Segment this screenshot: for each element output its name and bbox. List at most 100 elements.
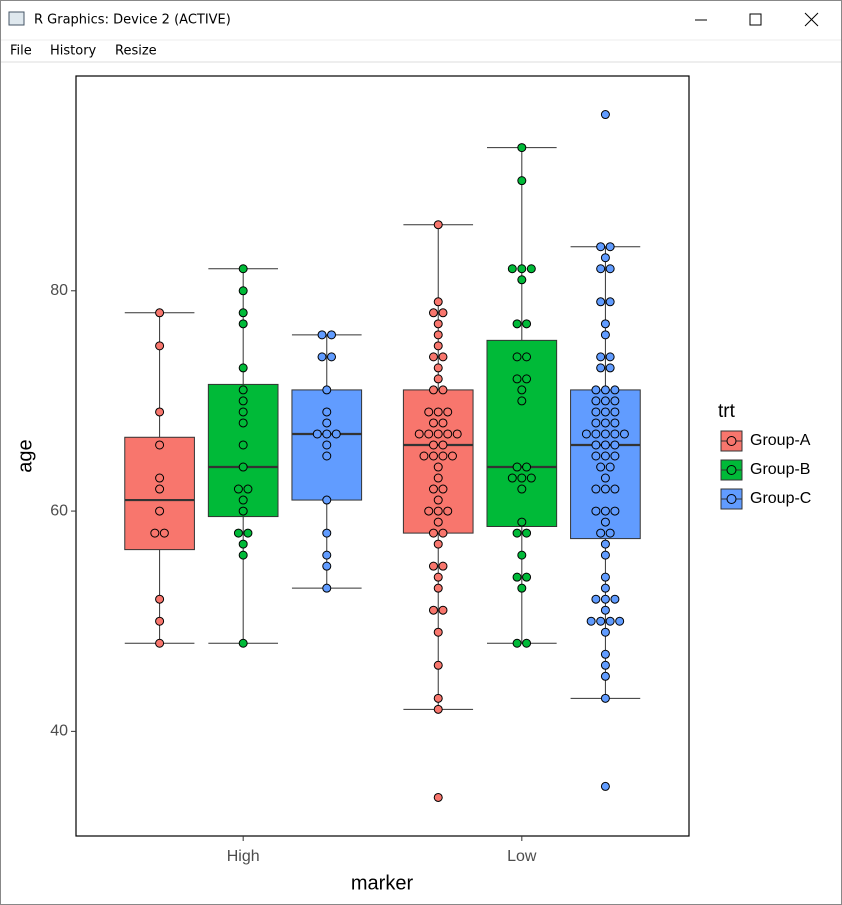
dot [238, 396, 248, 406]
dot [238, 385, 248, 395]
dot [507, 473, 517, 483]
dot [159, 528, 169, 538]
maximize-button[interactable] [749, 13, 762, 26]
dot [610, 429, 620, 439]
app-icon [8, 11, 25, 26]
box [486, 339, 558, 527]
dot [233, 484, 243, 494]
dot [600, 330, 610, 340]
dot [610, 396, 620, 406]
dot [238, 506, 248, 516]
y-tick-label: 80 [50, 282, 68, 299]
dot [428, 308, 438, 318]
dot [600, 484, 610, 494]
dot [605, 616, 615, 626]
dot [517, 264, 527, 274]
dot [438, 352, 448, 362]
dot [600, 451, 610, 461]
menu-file[interactable]: File [10, 44, 32, 59]
dot [438, 451, 448, 461]
dot [591, 407, 601, 417]
dot [610, 594, 620, 604]
x-axis-title: marker [351, 872, 414, 894]
dot [233, 528, 243, 538]
dot [322, 407, 332, 417]
y-tick-label: 60 [50, 502, 68, 519]
dot [322, 418, 332, 428]
dot [438, 440, 448, 450]
dot [610, 407, 620, 417]
dot [438, 385, 448, 395]
dot [591, 429, 601, 439]
dot [433, 473, 443, 483]
dot [512, 352, 522, 362]
dot [512, 374, 522, 384]
dot [600, 627, 610, 637]
dot [596, 297, 606, 307]
dot [438, 528, 448, 538]
dot [522, 528, 532, 538]
dot [155, 506, 165, 516]
dot [600, 418, 610, 428]
dot [438, 418, 448, 428]
dot [327, 330, 337, 340]
x-tick-label: Low [507, 848, 537, 865]
dot [238, 495, 248, 505]
dot [517, 385, 527, 395]
dot [155, 638, 165, 648]
dot [517, 176, 527, 186]
dot [526, 473, 536, 483]
y-axis-title: age [14, 439, 36, 472]
menu-resize[interactable]: Resize [115, 44, 157, 59]
dot [512, 638, 522, 648]
dot [610, 484, 620, 494]
dot [600, 396, 610, 406]
dot [610, 385, 620, 395]
dot [433, 341, 443, 351]
dot [600, 517, 610, 527]
dot [433, 429, 443, 439]
dot [438, 561, 448, 571]
dot [238, 638, 248, 648]
dot [443, 506, 453, 516]
dot [428, 352, 438, 362]
dot [600, 781, 610, 791]
dot [526, 264, 536, 274]
dot [433, 363, 443, 373]
dot [317, 352, 327, 362]
dot [238, 462, 248, 472]
dot [433, 660, 443, 670]
dot [438, 605, 448, 615]
dot [600, 429, 610, 439]
dot [610, 506, 620, 516]
dot [600, 407, 610, 417]
dot [419, 451, 429, 461]
dot [600, 649, 610, 659]
dot [155, 308, 165, 318]
dot [512, 319, 522, 329]
dot [433, 704, 443, 714]
dot [433, 539, 443, 549]
legend-key-dot [726, 436, 737, 446]
dot [433, 374, 443, 384]
dot [522, 374, 532, 384]
menu-history[interactable]: History [50, 44, 97, 59]
dot [322, 440, 332, 450]
dot [322, 495, 332, 505]
dot [322, 550, 332, 560]
dot [522, 638, 532, 648]
dot [322, 451, 332, 461]
dot [238, 264, 248, 274]
dot [596, 528, 606, 538]
close-button[interactable] [804, 12, 819, 27]
dot [591, 484, 601, 494]
window-title: R Graphics: Device 2 (ACTIVE) [34, 13, 231, 28]
dot [243, 484, 253, 494]
dot [433, 407, 443, 417]
dot [596, 616, 606, 626]
dot [433, 572, 443, 582]
dot [155, 484, 165, 494]
dot [522, 352, 532, 362]
dot [433, 506, 443, 516]
